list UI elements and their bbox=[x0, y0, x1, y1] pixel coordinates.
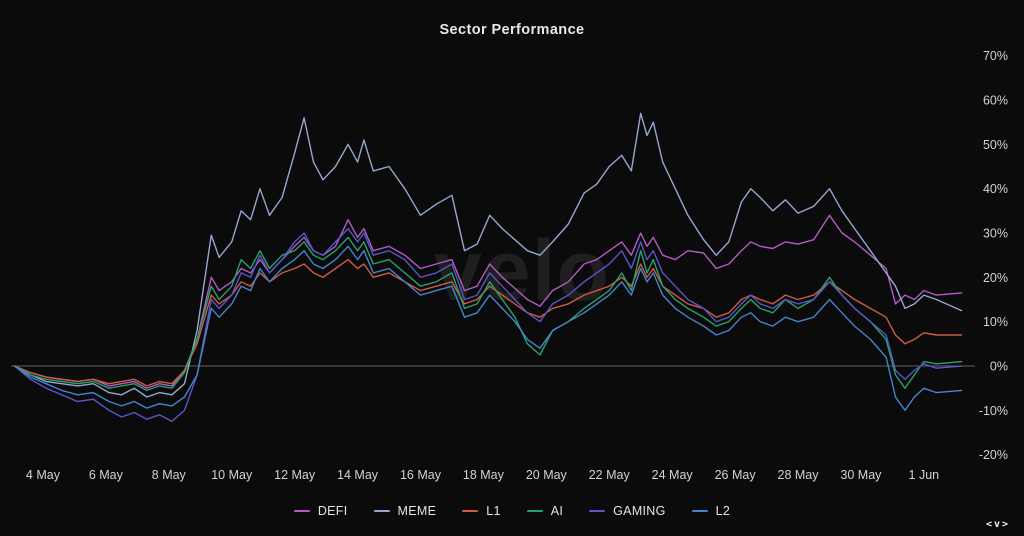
y-tick-label: 10% bbox=[983, 315, 1008, 329]
x-tick-label: 22 May bbox=[589, 468, 631, 482]
chart-title: Sector Performance bbox=[439, 22, 585, 38]
y-tick-label: 20% bbox=[983, 271, 1008, 285]
x-tick-label: 10 May bbox=[211, 468, 253, 482]
legend-item-gaming[interactable]: GAMING bbox=[589, 504, 666, 518]
x-tick-label: 14 May bbox=[337, 468, 379, 482]
legend-swatch-ai bbox=[526, 510, 543, 512]
x-tick-label: 1 Jun bbox=[909, 468, 940, 482]
legend-swatch-l2 bbox=[691, 510, 708, 512]
x-tick-label: 26 May bbox=[715, 468, 757, 482]
x-tick-label: 6 May bbox=[89, 468, 124, 482]
legend-swatch-l1 bbox=[462, 510, 479, 512]
x-tick-label: 20 May bbox=[526, 468, 568, 482]
x-tick-label: 18 May bbox=[463, 468, 505, 482]
legend-label: MEME bbox=[397, 504, 437, 518]
legend-item-meme[interactable]: MEME bbox=[373, 504, 437, 518]
legend-item-l2[interactable]: L2 bbox=[691, 504, 731, 518]
series-line-ai bbox=[13, 236, 963, 392]
velo-logo[interactable]: <v> bbox=[985, 519, 1010, 530]
legend-item-l1[interactable]: L1 bbox=[462, 504, 501, 518]
y-tick-label: -20% bbox=[979, 448, 1008, 462]
legend-item-ai[interactable]: AI bbox=[526, 504, 564, 518]
series-line-defi bbox=[13, 214, 963, 389]
y-tick-label: 70% bbox=[983, 49, 1008, 63]
x-tick-label: 16 May bbox=[400, 468, 442, 482]
series-line-gaming bbox=[13, 227, 963, 423]
series-line-l1 bbox=[13, 258, 963, 387]
y-tick-label: -10% bbox=[979, 404, 1008, 418]
legend-swatch-meme bbox=[373, 510, 390, 512]
x-tick-label: 8 May bbox=[152, 468, 187, 482]
legend-label: GAMING bbox=[613, 504, 666, 518]
x-tick-label: 24 May bbox=[652, 468, 694, 482]
x-tick-label: 12 May bbox=[274, 468, 316, 482]
legend-swatch-gaming bbox=[589, 510, 606, 512]
y-tick-label: 40% bbox=[983, 182, 1008, 196]
legend-item-defi[interactable]: DEFI bbox=[293, 504, 348, 518]
series-line-l2 bbox=[13, 245, 963, 411]
y-tick-label: 60% bbox=[983, 94, 1008, 108]
x-tick-label: 30 May bbox=[840, 468, 882, 482]
series-line-meme bbox=[13, 112, 963, 398]
chart-legend: DEFI MEME L1 AI GAMING L2 bbox=[0, 504, 1024, 518]
x-tick-label: 28 May bbox=[778, 468, 820, 482]
y-tick-label: 0% bbox=[990, 360, 1008, 374]
legend-label: L1 bbox=[486, 504, 501, 518]
legend-label: L2 bbox=[715, 504, 731, 518]
legend-swatch-defi bbox=[293, 510, 310, 512]
y-tick-label: 30% bbox=[983, 227, 1008, 241]
legend-label: AI bbox=[550, 504, 564, 518]
y-tick-label: 50% bbox=[983, 138, 1008, 152]
legend-label: DEFI bbox=[317, 504, 348, 518]
x-tick-label: 4 May bbox=[26, 468, 61, 482]
